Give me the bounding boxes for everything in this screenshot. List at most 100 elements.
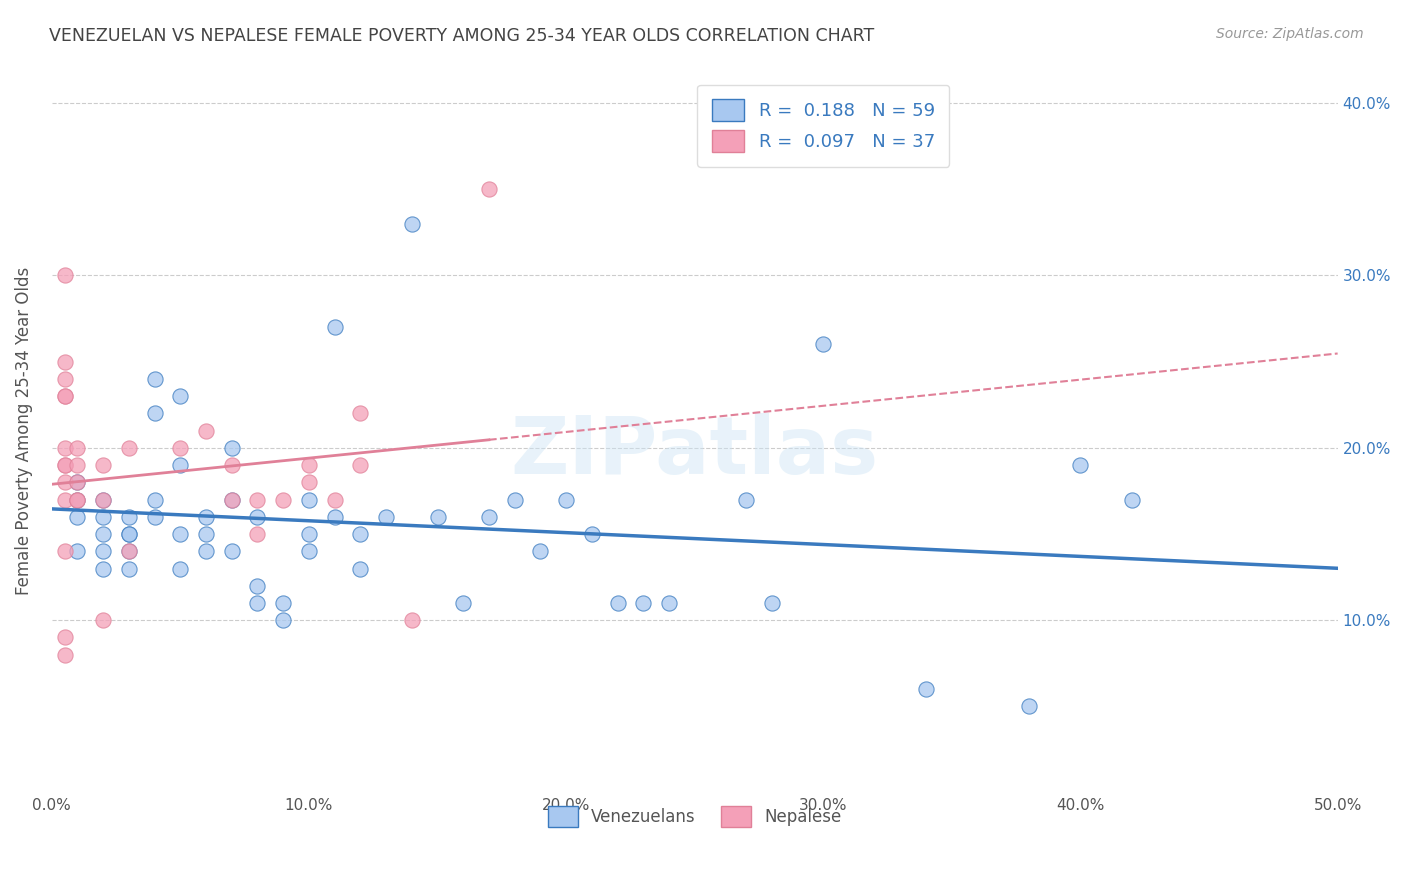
Point <box>451 596 474 610</box>
Point <box>658 596 681 610</box>
Point <box>91 458 114 472</box>
Point <box>1018 699 1040 714</box>
Point <box>195 424 218 438</box>
Point <box>91 509 114 524</box>
Point <box>143 492 166 507</box>
Point <box>298 492 321 507</box>
Point <box>53 458 76 472</box>
Point <box>349 458 371 472</box>
Point <box>401 613 423 627</box>
Point <box>915 682 938 697</box>
Point <box>169 389 191 403</box>
Point <box>1069 458 1091 472</box>
Point <box>221 458 243 472</box>
Point <box>298 458 321 472</box>
Point <box>118 509 141 524</box>
Point <box>143 509 166 524</box>
Point <box>53 544 76 558</box>
Point <box>169 441 191 455</box>
Point <box>91 613 114 627</box>
Point <box>323 320 346 334</box>
Point <box>118 441 141 455</box>
Point <box>53 372 76 386</box>
Point <box>195 544 218 558</box>
Point <box>633 596 655 610</box>
Point <box>53 389 76 403</box>
Point <box>221 441 243 455</box>
Point <box>118 561 141 575</box>
Point <box>246 509 269 524</box>
Point <box>169 561 191 575</box>
Point <box>349 406 371 420</box>
Point <box>169 527 191 541</box>
Point <box>143 406 166 420</box>
Point <box>169 458 191 472</box>
Point <box>53 354 76 368</box>
Point <box>53 441 76 455</box>
Point <box>503 492 526 507</box>
Point <box>66 492 89 507</box>
Point <box>298 475 321 490</box>
Point <box>195 509 218 524</box>
Point <box>426 509 449 524</box>
Point <box>53 268 76 283</box>
Point <box>298 544 321 558</box>
Point <box>735 492 758 507</box>
Point <box>91 544 114 558</box>
Point <box>66 458 89 472</box>
Point <box>91 561 114 575</box>
Point <box>66 509 89 524</box>
Point <box>66 492 89 507</box>
Point <box>53 648 76 662</box>
Point <box>66 475 89 490</box>
Point <box>375 509 398 524</box>
Point <box>53 458 76 472</box>
Point <box>606 596 628 610</box>
Point <box>761 596 783 610</box>
Point <box>66 475 89 490</box>
Point <box>271 596 294 610</box>
Point <box>91 492 114 507</box>
Point <box>66 492 89 507</box>
Point <box>118 544 141 558</box>
Text: ZIPatlas: ZIPatlas <box>510 413 879 491</box>
Point <box>298 527 321 541</box>
Point <box>478 182 501 196</box>
Point <box>246 596 269 610</box>
Point <box>349 561 371 575</box>
Point <box>118 527 141 541</box>
Point <box>91 492 114 507</box>
Legend: Venezuelans, Nepalese: Venezuelans, Nepalese <box>540 798 849 835</box>
Point <box>221 544 243 558</box>
Point <box>221 492 243 507</box>
Point <box>246 579 269 593</box>
Point <box>66 544 89 558</box>
Point <box>221 492 243 507</box>
Point <box>581 527 603 541</box>
Point <box>53 631 76 645</box>
Point <box>529 544 551 558</box>
Point <box>349 527 371 541</box>
Point <box>246 527 269 541</box>
Point <box>555 492 578 507</box>
Point <box>323 492 346 507</box>
Point <box>143 372 166 386</box>
Point <box>271 613 294 627</box>
Text: Source: ZipAtlas.com: Source: ZipAtlas.com <box>1216 27 1364 41</box>
Point <box>91 527 114 541</box>
Point <box>118 527 141 541</box>
Point <box>195 527 218 541</box>
Point <box>478 509 501 524</box>
Text: VENEZUELAN VS NEPALESE FEMALE POVERTY AMONG 25-34 YEAR OLDS CORRELATION CHART: VENEZUELAN VS NEPALESE FEMALE POVERTY AM… <box>49 27 875 45</box>
Point <box>323 509 346 524</box>
Point <box>53 475 76 490</box>
Point <box>53 389 76 403</box>
Point <box>118 544 141 558</box>
Point <box>271 492 294 507</box>
Point <box>53 492 76 507</box>
Y-axis label: Female Poverty Among 25-34 Year Olds: Female Poverty Among 25-34 Year Olds <box>15 267 32 595</box>
Point <box>813 337 835 351</box>
Point <box>1121 492 1143 507</box>
Point <box>66 441 89 455</box>
Point <box>246 492 269 507</box>
